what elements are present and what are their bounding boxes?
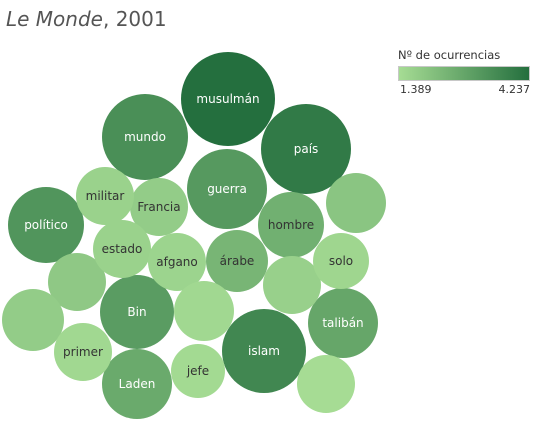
bubble-label: estado bbox=[102, 242, 143, 256]
bubble-label: talibán bbox=[322, 316, 363, 330]
bubble-circle[interactable] bbox=[297, 355, 355, 413]
bubble-guerra[interactable]: guerra bbox=[187, 149, 267, 229]
bubble-militar[interactable]: militar bbox=[76, 167, 134, 225]
bubble-circle[interactable] bbox=[187, 149, 267, 229]
bubble-circle[interactable] bbox=[222, 309, 306, 393]
legend-gradient-bar bbox=[398, 66, 530, 81]
bubble-label: hombre bbox=[268, 218, 314, 232]
bubble-unlabeled[interactable] bbox=[297, 355, 355, 413]
bubble-label: país bbox=[294, 142, 319, 156]
bubble-label: Francia bbox=[137, 200, 180, 214]
bubble-label: afgano bbox=[156, 255, 198, 269]
bubble-circle[interactable] bbox=[93, 220, 151, 278]
legend-title: Nº de ocurrencias bbox=[398, 48, 501, 62]
bubble-label: militar bbox=[86, 189, 125, 203]
bubble-circle[interactable] bbox=[102, 94, 188, 180]
bubble-musulman[interactable]: musulmán bbox=[181, 52, 275, 146]
legend-min-label: 1.389 bbox=[400, 83, 432, 96]
bubble-arabe[interactable]: árabe bbox=[206, 230, 268, 292]
bubble-unlabeled[interactable] bbox=[174, 281, 234, 341]
chart-title: Le Monde, 2001 bbox=[6, 7, 167, 31]
bubble-circle[interactable] bbox=[148, 233, 206, 291]
bubble-circle[interactable] bbox=[2, 289, 64, 351]
legend-ticks: 1.389 4.237 bbox=[398, 83, 532, 97]
title-year: , 2001 bbox=[102, 7, 167, 31]
bubble-taliban[interactable]: talibán bbox=[308, 288, 378, 358]
bubble-label: político bbox=[24, 218, 68, 232]
bubble-label: musulmán bbox=[196, 92, 259, 106]
bubble-mundo[interactable]: mundo bbox=[102, 94, 188, 180]
bubble-circle[interactable] bbox=[130, 178, 188, 236]
bubble-label: jefe bbox=[186, 364, 209, 378]
bubble-politico[interactable]: político bbox=[8, 187, 84, 263]
bubble-pais[interactable]: país bbox=[261, 104, 351, 194]
bubble-circle[interactable] bbox=[102, 349, 172, 419]
bubble-circle[interactable] bbox=[54, 323, 112, 381]
bubble-circle[interactable] bbox=[174, 281, 234, 341]
bubble-afgano[interactable]: afgano bbox=[148, 233, 206, 291]
bubble-islam[interactable]: islam bbox=[222, 309, 306, 393]
bubble-circle[interactable] bbox=[326, 173, 386, 233]
bubble-circle[interactable] bbox=[206, 230, 268, 292]
title-publication: Le Monde bbox=[6, 7, 103, 31]
bubble-label: Bin bbox=[127, 305, 146, 319]
bubble-circle[interactable] bbox=[313, 233, 369, 289]
bubble-circle[interactable] bbox=[100, 275, 174, 349]
legend-max-label: 4.237 bbox=[498, 83, 531, 96]
bubble-label: solo bbox=[329, 254, 353, 268]
bubble-label: guerra bbox=[207, 182, 247, 196]
bubble-circle[interactable] bbox=[181, 52, 275, 146]
bubble-label: primer bbox=[63, 345, 103, 359]
bubble-jefe[interactable]: jefe bbox=[171, 344, 225, 398]
bubble-estado[interactable]: estado bbox=[93, 220, 151, 278]
bubble-unlabeled[interactable] bbox=[263, 256, 321, 314]
bubble-circle[interactable] bbox=[263, 256, 321, 314]
bubble-solo[interactable]: solo bbox=[313, 233, 369, 289]
bubble-laden[interactable]: Laden bbox=[102, 349, 172, 419]
bubble-unlabeled[interactable] bbox=[2, 289, 64, 351]
bubble-circle[interactable] bbox=[258, 192, 324, 258]
bubble-primer[interactable]: primer bbox=[54, 323, 112, 381]
color-legend: Nº de ocurrencias 1.389 4.237 bbox=[398, 48, 532, 97]
bubble-label: Laden bbox=[119, 377, 156, 391]
bubble-circle[interactable] bbox=[171, 344, 225, 398]
bubble-circle[interactable] bbox=[76, 167, 134, 225]
bubble-bin[interactable]: Bin bbox=[100, 275, 174, 349]
bubble-francia[interactable]: Francia bbox=[130, 178, 188, 236]
bubble-circle[interactable] bbox=[308, 288, 378, 358]
bubble-circle[interactable] bbox=[261, 104, 351, 194]
bubble-label: árabe bbox=[220, 254, 255, 268]
bubble-circle[interactable] bbox=[8, 187, 84, 263]
bubble-hombre[interactable]: hombre bbox=[258, 192, 324, 258]
bubble-unlabeled[interactable] bbox=[48, 253, 106, 311]
bubble-label: islam bbox=[248, 344, 280, 358]
bubble-circle[interactable] bbox=[48, 253, 106, 311]
bubble-label: mundo bbox=[124, 130, 166, 144]
bubble-unlabeled[interactable] bbox=[326, 173, 386, 233]
